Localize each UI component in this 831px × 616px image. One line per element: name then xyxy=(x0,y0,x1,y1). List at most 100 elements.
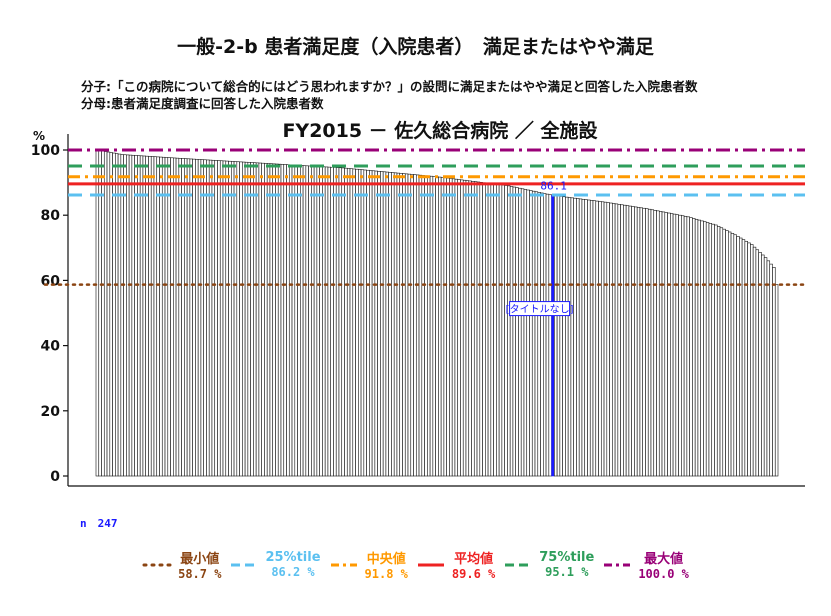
y-tick-label: 20 xyxy=(41,404,61,420)
bar xyxy=(288,164,293,477)
bar xyxy=(454,178,459,477)
bar xyxy=(462,179,467,477)
bar xyxy=(200,159,204,477)
bar xyxy=(772,267,776,477)
numerator-note: 分子:「この病院について総合的にはどう思われますか？」の設問に満足またはやや満足… xyxy=(81,79,698,94)
bar xyxy=(631,206,635,477)
bar xyxy=(548,194,552,477)
bar xyxy=(515,187,519,477)
bar xyxy=(443,177,447,477)
annotation-label: [タイトルなし] xyxy=(506,304,574,316)
bar xyxy=(741,239,746,477)
legend-text-median: 中央値 91.8 % xyxy=(365,548,408,581)
reference-lines-group xyxy=(43,148,807,286)
bar xyxy=(280,164,285,477)
bar xyxy=(346,168,351,477)
legend-name: 最小値 xyxy=(180,552,220,567)
bar xyxy=(766,260,771,477)
bar xyxy=(774,284,779,477)
bar xyxy=(358,169,362,477)
bar xyxy=(291,164,296,477)
bar xyxy=(211,159,216,477)
bar xyxy=(703,221,707,477)
legend-swatch-median xyxy=(330,563,357,566)
bar xyxy=(228,160,232,477)
bar xyxy=(178,158,182,477)
legend-item-mean: 平均値 89.6 % xyxy=(416,548,495,581)
bar xyxy=(153,156,158,477)
bar xyxy=(507,185,511,477)
bar xyxy=(258,162,262,477)
legend-text-min: 最小値 58.7 % xyxy=(178,548,221,581)
bar xyxy=(294,164,298,477)
bar xyxy=(173,157,177,477)
legend-name: 最大値 xyxy=(644,552,684,567)
bar xyxy=(427,175,431,477)
bar xyxy=(380,171,384,477)
bar xyxy=(628,205,632,477)
bar xyxy=(705,222,710,477)
bar xyxy=(164,157,169,477)
bar xyxy=(739,237,743,477)
bar xyxy=(537,192,541,477)
bar xyxy=(708,223,713,477)
bar xyxy=(286,164,290,477)
highlight-bar xyxy=(551,195,555,477)
legend-text-p25: 25%tile 86.2 % xyxy=(265,550,320,579)
bar xyxy=(496,184,500,477)
bar xyxy=(761,254,765,477)
bar xyxy=(415,174,420,477)
bar xyxy=(523,189,528,477)
bar xyxy=(534,191,539,477)
legend-value: 86.2 % xyxy=(271,565,315,579)
bar xyxy=(255,162,260,477)
bar xyxy=(341,167,345,477)
bar xyxy=(134,155,138,477)
bar xyxy=(95,149,100,477)
bar xyxy=(382,171,387,477)
bar xyxy=(112,152,116,477)
bar xyxy=(518,187,522,477)
legend-swatch-mean xyxy=(417,563,444,566)
bar xyxy=(432,176,436,477)
legend-swatch-p25 xyxy=(231,563,258,566)
bar xyxy=(410,174,414,477)
bar xyxy=(542,193,547,477)
bar xyxy=(311,165,315,477)
bar xyxy=(592,200,597,477)
bar xyxy=(369,170,373,477)
bar xyxy=(374,170,378,477)
bar xyxy=(396,172,401,477)
bar xyxy=(656,210,660,477)
bar xyxy=(559,196,563,477)
bar xyxy=(675,214,679,477)
bar xyxy=(614,203,619,477)
bar xyxy=(297,165,301,477)
bar xyxy=(686,216,690,477)
bar xyxy=(719,227,724,477)
bar xyxy=(344,167,348,477)
bar xyxy=(647,208,652,477)
bars-group xyxy=(95,149,779,477)
legend-text-p75: 75%tile 95.1 % xyxy=(539,550,594,579)
bar xyxy=(123,154,127,477)
bar xyxy=(581,198,586,477)
bar xyxy=(678,214,682,477)
y-tick-label: 40 xyxy=(41,339,61,355)
bar xyxy=(399,173,403,477)
bar xyxy=(479,182,483,477)
bar xyxy=(570,197,574,477)
bar xyxy=(711,223,715,477)
bar xyxy=(700,220,704,477)
bar xyxy=(106,151,111,477)
legend-name: 平均値 xyxy=(454,552,494,567)
legend-value: 95.1 % xyxy=(545,565,589,579)
bar xyxy=(308,165,312,477)
bar xyxy=(302,165,307,477)
bar xyxy=(573,197,577,477)
bar xyxy=(540,192,544,477)
bar xyxy=(330,166,334,477)
bar xyxy=(471,181,475,477)
chart-subtitle: FY2015 － 佐久総合病院 ／ 全施設 xyxy=(282,119,598,142)
bar xyxy=(520,188,525,477)
